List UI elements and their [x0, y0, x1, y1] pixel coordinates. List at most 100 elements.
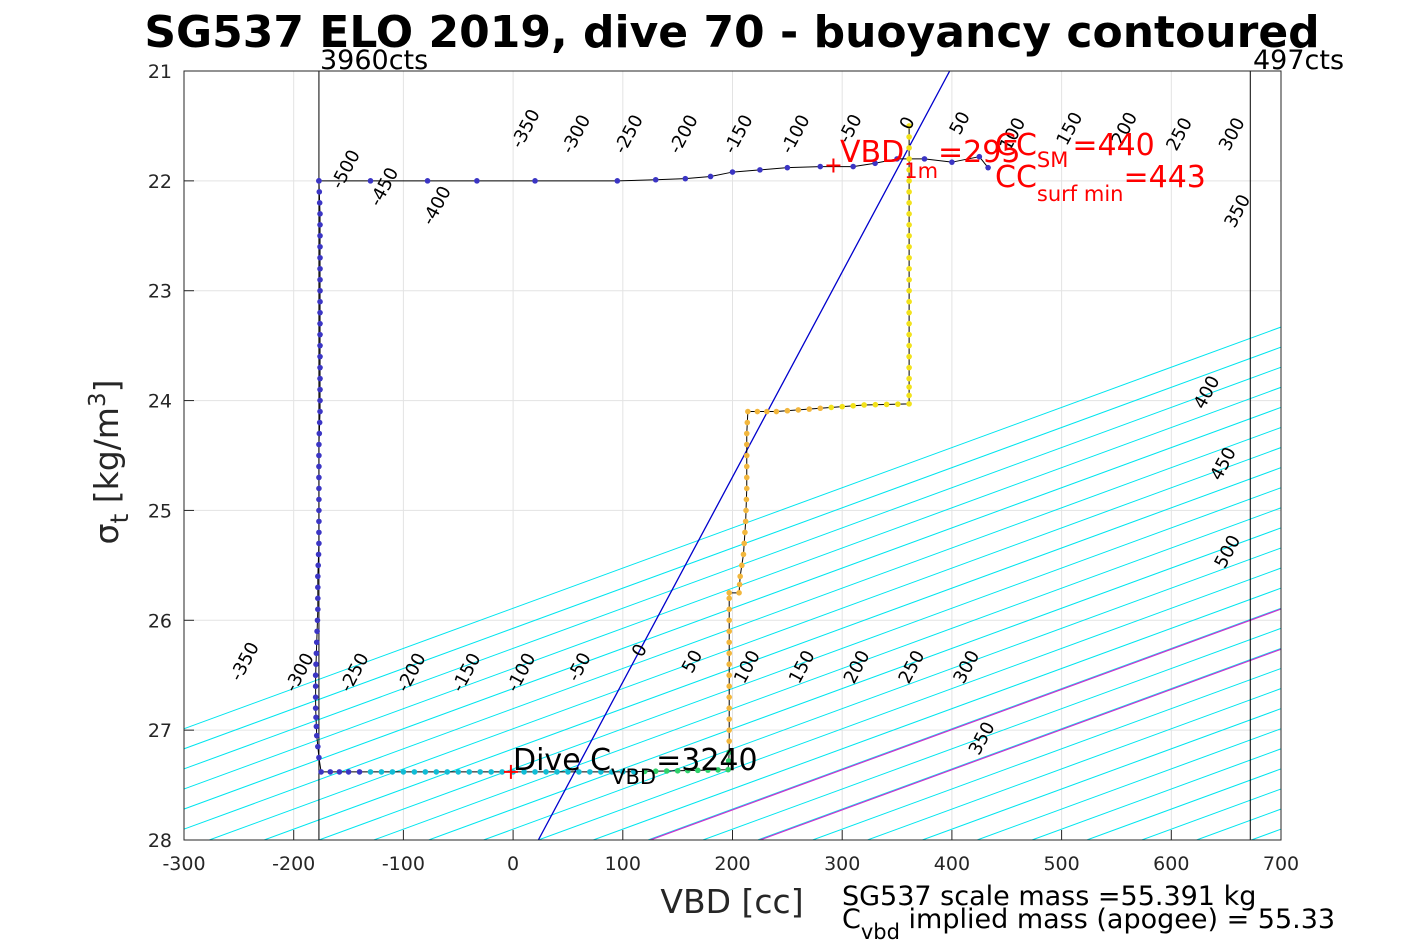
markers — [503, 158, 841, 779]
scale-mass-text: SG537 scale mass =55.391 kg — [842, 881, 1256, 912]
dive-point — [345, 769, 352, 775]
dive-point — [743, 452, 750, 459]
dive-point — [674, 767, 681, 774]
dive-point — [743, 507, 749, 514]
dive-point — [726, 727, 733, 733]
y-tick-label: 28 — [148, 830, 172, 852]
dive-point — [726, 694, 733, 700]
surface-point — [921, 156, 928, 162]
implied-mass-main: C — [842, 904, 861, 935]
annotation-vbd-1m-main: VBD — [840, 135, 904, 170]
dive-point — [743, 463, 750, 470]
dive-point — [795, 407, 802, 413]
dive-point — [784, 407, 791, 414]
dive-point — [317, 397, 323, 404]
dive-point — [652, 768, 659, 775]
contour-line — [483, 547, 1281, 840]
dive-point — [906, 353, 912, 360]
implied-mass-sub: vbd — [861, 920, 900, 944]
contour-line — [184, 326, 1281, 730]
dive-point — [400, 769, 407, 775]
dive-point — [906, 342, 912, 349]
contour-line — [702, 627, 1281, 840]
dive-point — [726, 595, 733, 602]
dive-point — [739, 562, 745, 569]
contour-line — [812, 667, 1281, 840]
dive-point — [736, 590, 742, 596]
dive-point — [764, 408, 770, 415]
dive-point — [906, 364, 912, 371]
dive-point — [742, 518, 749, 525]
dive-point — [695, 767, 701, 774]
dive-point — [906, 276, 912, 283]
dive-point — [743, 441, 750, 448]
y-tick-label: 25 — [148, 500, 172, 522]
dive-point — [327, 769, 334, 775]
dive-point — [872, 401, 879, 408]
surface-point — [949, 159, 955, 165]
dive-point — [315, 606, 321, 613]
y-axis-sup: 3 — [85, 392, 111, 407]
dive-point — [906, 320, 912, 327]
annotation-vbd-1m: VBD1m=295 — [840, 135, 1020, 183]
dive-point — [317, 222, 323, 228]
dive-point — [565, 769, 571, 775]
dive-point — [744, 419, 751, 426]
dive-point — [906, 243, 912, 250]
dive-point — [316, 430, 323, 437]
dive-point — [576, 769, 582, 775]
dive-point — [433, 769, 440, 775]
surface-point — [850, 163, 856, 170]
dive-point — [906, 254, 912, 261]
red-plus-marker — [826, 158, 841, 173]
dive-point — [316, 441, 322, 448]
reference-label-497cts: 497cts — [1253, 45, 1344, 76]
dive-point — [743, 496, 750, 503]
dive-point — [312, 694, 319, 700]
x-ticks: -300 -200 -100 0 100 200 300 400 500 600 700 — [162, 830, 1299, 875]
annotation-dive-c-vbd-value: =3240 — [656, 743, 757, 778]
dive-point — [736, 581, 743, 588]
dive-point — [726, 749, 733, 755]
dive-point — [317, 254, 323, 261]
contour-line — [184, 366, 1281, 770]
dive-point — [726, 639, 733, 646]
dive-point — [378, 769, 385, 775]
contour-line — [184, 346, 1281, 750]
dive-point — [315, 743, 321, 750]
dive-point — [422, 769, 429, 775]
contour-lines — [184, 71, 1281, 840]
dive-point — [726, 716, 733, 722]
dive-point — [316, 540, 322, 547]
x-tick-label: 500 — [1043, 853, 1079, 875]
dive-point — [466, 769, 473, 775]
x-tick-label: 400 — [934, 853, 970, 875]
dive-point — [620, 769, 626, 775]
dive-point — [488, 769, 494, 775]
surface-point — [817, 163, 824, 170]
surface-point — [652, 176, 659, 183]
annotation-cc-sm-value: =440 — [1072, 128, 1154, 163]
surface-point — [474, 178, 480, 184]
contour-line — [184, 406, 1281, 810]
annotation-cc-sm-main: CC — [995, 128, 1037, 163]
dive-point — [740, 551, 747, 558]
dive-point — [554, 769, 560, 775]
dive-point — [316, 754, 322, 761]
dive-point — [389, 769, 396, 775]
annotation-dive-c-vbd-main: Dive C — [513, 743, 611, 778]
annotation-cc-surf-min-value: =443 — [1123, 160, 1205, 195]
x-tick-label: 100 — [605, 853, 641, 875]
dive-point — [726, 683, 733, 689]
dive-point — [317, 309, 323, 316]
surface-point — [872, 160, 878, 167]
dive-point — [356, 769, 363, 775]
x-tick-label: 200 — [714, 853, 750, 875]
dive-point — [906, 134, 912, 140]
surface-point — [532, 178, 538, 184]
dive-point — [316, 507, 322, 514]
dive-point — [313, 661, 319, 668]
dive-point — [313, 723, 320, 730]
x-tick-label: 700 — [1263, 853, 1299, 875]
surface-point — [757, 167, 763, 173]
